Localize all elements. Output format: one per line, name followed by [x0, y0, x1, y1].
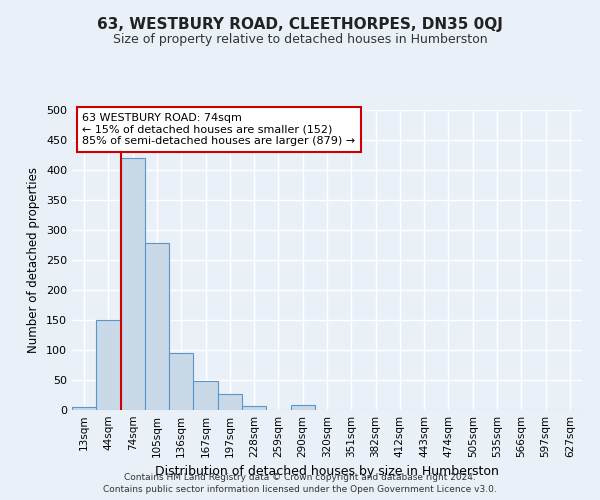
Bar [242, 406, 266, 410]
Bar [121, 158, 145, 410]
Bar [145, 243, 169, 410]
Text: 63 WESTBURY ROAD: 74sqm
← 15% of detached houses are smaller (152)
85% of semi-d: 63 WESTBURY ROAD: 74sqm ← 15% of detache… [82, 113, 355, 146]
Text: Contains public sector information licensed under the Open Government Licence v3: Contains public sector information licen… [103, 485, 497, 494]
Bar [169, 353, 193, 410]
Text: Contains HM Land Registry data © Crown copyright and database right 2024.: Contains HM Land Registry data © Crown c… [124, 474, 476, 482]
Bar [290, 404, 315, 410]
Bar [96, 320, 121, 410]
Text: Size of property relative to detached houses in Humberston: Size of property relative to detached ho… [113, 32, 487, 46]
Bar [218, 394, 242, 410]
Bar [72, 407, 96, 410]
Text: 63, WESTBURY ROAD, CLEETHORPES, DN35 0QJ: 63, WESTBURY ROAD, CLEETHORPES, DN35 0QJ [97, 18, 503, 32]
Bar [193, 381, 218, 410]
X-axis label: Distribution of detached houses by size in Humberston: Distribution of detached houses by size … [155, 466, 499, 478]
Y-axis label: Number of detached properties: Number of detached properties [28, 167, 40, 353]
